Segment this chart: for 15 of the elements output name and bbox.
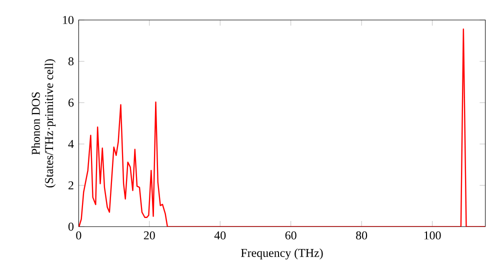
y-axis-title: Phonon DOS (States/THz·primitive cell) (31, 59, 56, 188)
y-tick-label: 0 (68, 222, 74, 231)
y-tick-label: 2 (68, 181, 74, 190)
y-tick-label: 6 (68, 98, 74, 107)
x-tick-label: 40 (214, 231, 226, 240)
x-tick-label: 60 (285, 231, 296, 240)
x-tick-label: 80 (356, 231, 368, 240)
y-tick-label: 4 (68, 140, 74, 148)
x-tick-label: 100 (424, 231, 441, 240)
y-tick-label: 10 (63, 16, 74, 24)
x-axis-title: Frequency (THz) (241, 248, 323, 260)
y-tick-label: 8 (68, 57, 74, 66)
x-tick-label: 20 (144, 231, 155, 240)
line-series (78, 28, 486, 227)
x-tick-label: 0 (76, 231, 82, 240)
